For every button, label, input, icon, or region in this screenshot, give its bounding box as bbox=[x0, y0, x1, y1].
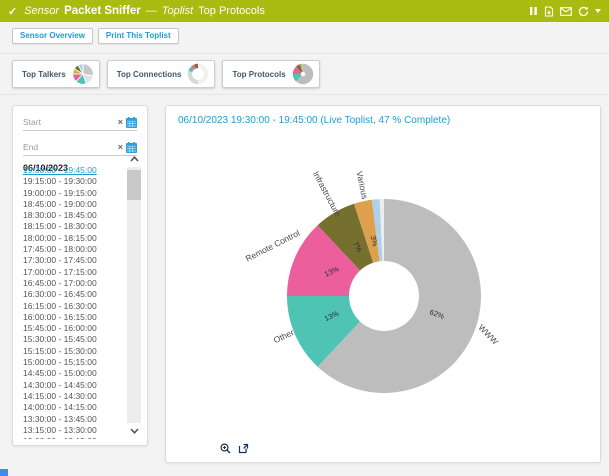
sensor-label: Sensor bbox=[24, 5, 60, 17]
interval-item[interactable]: 16:30:00 - 16:45:00 bbox=[23, 289, 97, 300]
donut-slice-remote-control[interactable] bbox=[287, 225, 361, 296]
interval-item[interactable]: 16:00:00 - 16:15:00 bbox=[23, 311, 97, 322]
donut-slice-www[interactable] bbox=[317, 199, 481, 393]
scroll-down-icon[interactable] bbox=[127, 425, 141, 437]
date-header: 06/10/2023 bbox=[23, 163, 69, 173]
tab-top-talkers[interactable]: Top Talkers bbox=[12, 60, 100, 88]
separator: — bbox=[145, 5, 157, 17]
toplist-chart-panel: 06/10/2023 19:30:00 - 19:45:00 (Live Top… bbox=[165, 105, 601, 463]
interval-item[interactable]: 18:45:00 - 19:00:00 bbox=[23, 198, 97, 209]
scrollbar-track[interactable] bbox=[127, 167, 141, 423]
interval-item[interactable]: 18:00:00 - 18:15:00 bbox=[23, 232, 97, 243]
tab-label: Top Protocols bbox=[232, 69, 286, 79]
slice-name-label: Other bbox=[272, 327, 296, 345]
interval-item[interactable]: 14:15:00 - 14:30:00 bbox=[23, 390, 97, 401]
scrollbar-thumb[interactable] bbox=[127, 170, 141, 200]
open-external-icon[interactable] bbox=[238, 443, 249, 454]
toplist-name: Top Protocols bbox=[198, 5, 265, 17]
dropdown-caret-icon[interactable] bbox=[595, 9, 601, 13]
sensor-header: ✓ Sensor Packet Sniffer — Toplist Top Pr… bbox=[0, 0, 609, 22]
start-date-input[interactable] bbox=[23, 117, 118, 127]
clear-icon[interactable]: × bbox=[117, 141, 123, 152]
slice-name-label: WWW bbox=[476, 322, 500, 346]
interval-item[interactable]: 17:30:00 - 17:45:00 bbox=[23, 255, 97, 266]
interval-item[interactable]: 16:45:00 - 17:00:00 bbox=[23, 277, 97, 288]
donut-slice-infrastructure[interactable] bbox=[317, 203, 374, 271]
interval-item[interactable]: 15:00:00 - 15:15:00 bbox=[23, 357, 97, 368]
print-toplist-button[interactable]: Print This Toplist bbox=[97, 28, 179, 44]
interval-item[interactable]: 19:30:00 - 19:45:00 bbox=[23, 165, 97, 175]
end-date-input[interactable] bbox=[23, 142, 118, 152]
interval-item[interactable]: 19:15:00 - 19:30:00 bbox=[23, 176, 97, 187]
end-date-row: × bbox=[23, 139, 137, 156]
interval-item[interactable]: 15:45:00 - 16:00:00 bbox=[23, 323, 97, 334]
start-date-row: × bbox=[23, 114, 137, 131]
status-check-icon: ✓ bbox=[8, 5, 18, 18]
interval-item[interactable]: 17:00:00 - 17:15:00 bbox=[23, 266, 97, 277]
save-report-icon[interactable] bbox=[544, 5, 554, 17]
sensor-name[interactable]: Packet Sniffer bbox=[64, 5, 141, 17]
toplist-label: Toplist bbox=[161, 5, 194, 17]
interval-item[interactable]: 14:00:00 - 14:15:00 bbox=[23, 402, 97, 413]
tab-top-connections[interactable]: Top Connections bbox=[106, 60, 216, 88]
donut-slice-other[interactable] bbox=[287, 296, 361, 367]
donut-slice-minor[interactable] bbox=[379, 199, 384, 262]
interval-item[interactable]: 17:45:00 - 18:00:00 bbox=[23, 244, 97, 255]
donut-slice-minor[interactable] bbox=[371, 199, 383, 262]
tab-label: Top Talkers bbox=[22, 69, 66, 79]
pie-chart-icon bbox=[292, 63, 314, 85]
calendar-icon[interactable] bbox=[126, 141, 137, 153]
interval-list: 19:30:00 - 19:45:00 19:15:00 - 19:30:00 19… bbox=[23, 165, 117, 439]
interval-item[interactable]: 14:45:00 - 15:00:00 bbox=[23, 368, 97, 379]
corner-marker bbox=[0, 469, 8, 476]
pie-chart-icon bbox=[187, 63, 209, 85]
tab-top-protocols[interactable]: Top Protocols bbox=[222, 60, 320, 88]
sensor-overview-button[interactable]: Sensor Overview bbox=[12, 28, 93, 44]
scroll-up-icon[interactable] bbox=[127, 153, 141, 165]
interval-item[interactable]: 14:30:00 - 14:45:00 bbox=[23, 379, 97, 390]
toolbar: Sensor Overview Print This Toplist bbox=[12, 28, 179, 44]
interval-item[interactable]: 13:15:00 - 13:30:00 bbox=[23, 424, 97, 435]
zoom-in-icon[interactable] bbox=[220, 443, 231, 454]
interval-item[interactable]: 13:30:00 - 13:45:00 bbox=[23, 413, 97, 424]
interval-item[interactable]: 18:30:00 - 18:45:00 bbox=[23, 210, 97, 221]
interval-item[interactable]: 19:00:00 - 19:15:00 bbox=[23, 187, 97, 198]
slice-name-label: Remote Control bbox=[244, 228, 302, 264]
refresh-icon[interactable] bbox=[578, 6, 589, 17]
interval-item[interactable]: 15:15:00 - 15:30:00 bbox=[23, 345, 97, 356]
donut-slice-various[interactable] bbox=[354, 199, 380, 263]
tab-label: Top Connections bbox=[116, 69, 182, 79]
pie-chart-icon bbox=[72, 63, 94, 85]
slice-name-label: Various bbox=[354, 170, 370, 200]
chart-title: 06/10/2023 19:30:00 - 19:45:00 (Live Top… bbox=[178, 115, 451, 126]
chart-footer-icons bbox=[220, 443, 249, 454]
scrollbar bbox=[127, 153, 141, 437]
email-icon[interactable] bbox=[560, 6, 572, 16]
clear-icon[interactable]: × bbox=[117, 116, 123, 127]
interval-item[interactable]: 15:30:00 - 15:45:00 bbox=[23, 334, 97, 345]
pause-icon[interactable] bbox=[529, 6, 538, 16]
calendar-icon[interactable] bbox=[126, 116, 137, 128]
time-filter-panel: × × 06/10/2023 19:30:00 - 19:45:0019:15:… bbox=[12, 105, 148, 446]
toplist-tabstrip: Top Talkers Top Connections Top Protocol… bbox=[0, 53, 609, 95]
interval-item[interactable]: 16:15:00 - 16:30:00 bbox=[23, 300, 97, 311]
interval-item[interactable]: 13:00:00 - 13:15:00 bbox=[23, 436, 117, 439]
interval-item[interactable]: 18:15:00 - 18:30:00 bbox=[23, 221, 97, 232]
